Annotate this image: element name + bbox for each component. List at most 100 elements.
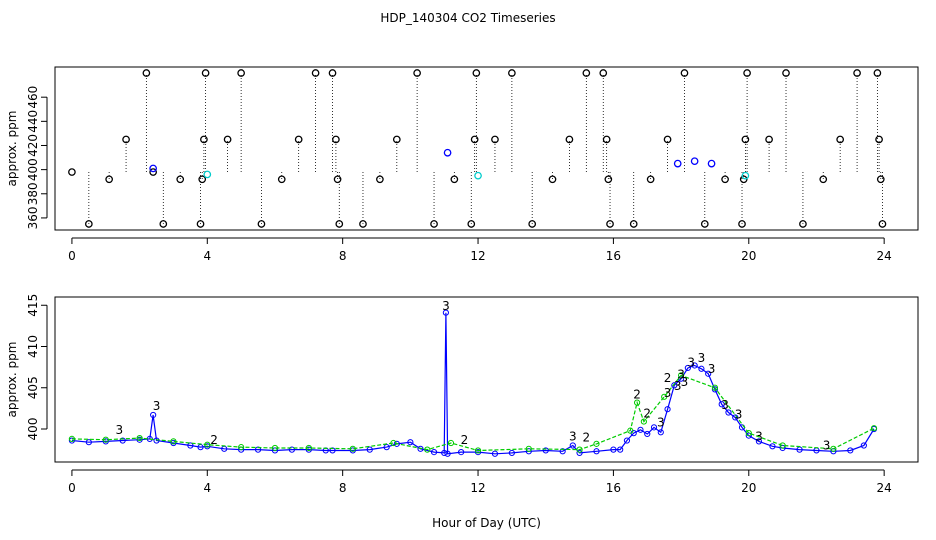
- data-point: [640, 418, 647, 425]
- y-tick-label: 400: [26, 158, 40, 181]
- data-point: [430, 449, 438, 456]
- data-point: [617, 446, 624, 453]
- data-point: [565, 135, 574, 144]
- data-point: [637, 426, 644, 433]
- data-point: [663, 135, 672, 144]
- data-point: [782, 69, 790, 77]
- data-point: [576, 449, 583, 457]
- plot-frame: [54, 296, 919, 463]
- x-tick-label: 16: [606, 481, 621, 495]
- data-point: [860, 442, 867, 449]
- data-point: [769, 443, 776, 450]
- data-point: [467, 220, 476, 228]
- data-point: [150, 411, 157, 419]
- data-point: [470, 135, 479, 144]
- data-point: [870, 425, 878, 432]
- data-point: [528, 220, 537, 228]
- point-annotation: 2: [633, 387, 641, 401]
- data-point: [593, 440, 600, 447]
- data-point: [430, 220, 438, 228]
- data-point: [149, 168, 157, 176]
- y-tick-label: 380: [26, 182, 40, 205]
- data-point: [458, 449, 465, 456]
- data-point: [738, 220, 746, 228]
- x-tick-label: 20: [741, 481, 756, 495]
- data-point: [606, 220, 614, 228]
- point-annotation: 3: [708, 362, 716, 376]
- data-point: [447, 439, 455, 447]
- point-annotation: 3: [721, 398, 729, 412]
- x-axis-label: Hour of Day (UTC): [432, 516, 541, 530]
- data-point: [257, 220, 266, 228]
- data-point: [333, 175, 342, 184]
- point-annotation: 2: [210, 433, 218, 447]
- data-point: [443, 148, 452, 157]
- x-tick-label: 8: [339, 249, 347, 263]
- data-point: [627, 427, 634, 434]
- data-point: [176, 175, 185, 184]
- data-point: [634, 399, 641, 406]
- data-point: [819, 175, 828, 184]
- data-point: [677, 372, 685, 379]
- point-annotation: 3: [677, 368, 685, 382]
- data-point: [335, 220, 344, 228]
- data-point: [238, 444, 245, 451]
- point-annotation: 3: [687, 355, 695, 369]
- x-tick-label: 16: [606, 249, 621, 263]
- point-annotation: 3: [698, 351, 706, 365]
- data-point: [424, 446, 431, 453]
- y-axis-label: approx. ppm: [5, 342, 19, 418]
- data-point: [664, 406, 671, 413]
- point-annotation: 2: [461, 433, 469, 447]
- x-tick-label: 0: [68, 249, 76, 263]
- data-point: [691, 362, 698, 369]
- data-point: [277, 175, 286, 184]
- data-point: [582, 69, 591, 77]
- point-annotation: 2: [643, 406, 651, 420]
- data-point: [376, 175, 384, 184]
- data-point: [68, 168, 76, 176]
- data-point: [629, 220, 638, 228]
- data-point: [444, 450, 451, 457]
- data-point: [271, 444, 279, 452]
- data-point: [610, 446, 617, 453]
- data-point: [799, 220, 807, 228]
- data-point: [602, 135, 611, 144]
- data-point: [690, 157, 699, 166]
- data-point: [707, 159, 716, 168]
- data-point: [393, 440, 400, 447]
- data-point: [288, 446, 296, 453]
- data-point: [187, 442, 194, 449]
- data-point: [525, 448, 532, 455]
- x-tick-label: 24: [877, 249, 892, 263]
- data-point: [725, 409, 732, 416]
- data-point: [569, 442, 576, 449]
- x-tick-label: 12: [470, 481, 485, 495]
- data-point: [271, 447, 279, 454]
- data-point: [698, 365, 705, 372]
- chart-title: HDP_140304 CO2 Timeseries: [380, 11, 555, 25]
- point-annotation: 3: [657, 416, 665, 430]
- x-tick-label: 4: [203, 249, 211, 263]
- series-line: [71, 312, 875, 455]
- y-tick-label: 405: [26, 376, 40, 399]
- y-tick-label: 440: [26, 110, 40, 133]
- data-point: [593, 448, 600, 455]
- data-point: [413, 69, 421, 77]
- data-point: [305, 444, 312, 452]
- data-point: [705, 370, 712, 377]
- data-point: [102, 436, 109, 443]
- data-point: [390, 439, 397, 447]
- data-point: [200, 135, 208, 144]
- data-point: [223, 135, 232, 144]
- data-point: [876, 175, 885, 184]
- data-point: [407, 439, 414, 446]
- data-point: [604, 175, 613, 184]
- data-point: [661, 393, 668, 400]
- data-point: [741, 171, 750, 180]
- data-point: [491, 450, 499, 457]
- point-annotation: 3: [153, 399, 161, 413]
- data-point: [745, 432, 752, 439]
